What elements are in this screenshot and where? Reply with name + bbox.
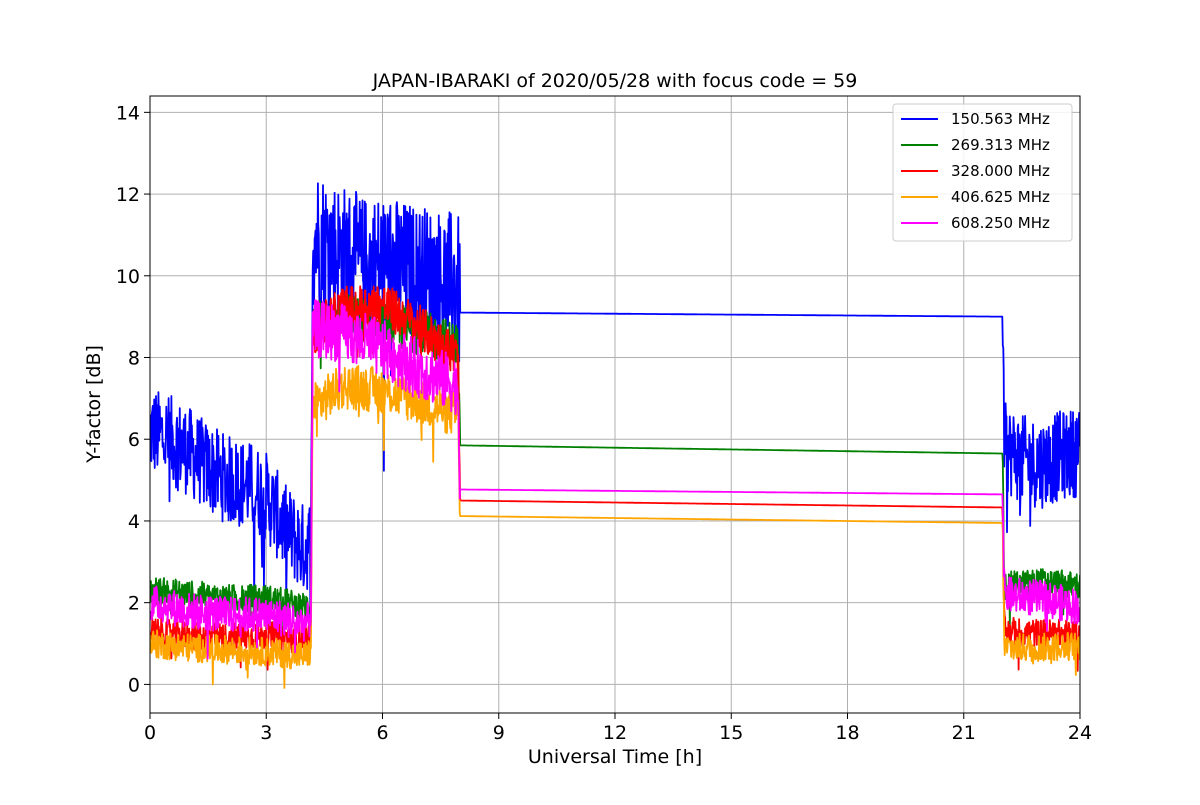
y-tick-label: 8 [128, 348, 140, 370]
y-tick-label: 14 [116, 102, 140, 124]
series-line-5 [150, 299, 1080, 660]
x-tick-label: 3 [260, 722, 272, 744]
x-tick-label: 12 [603, 722, 627, 744]
series-line-1 [150, 182, 1080, 640]
x-tick-label: 24 [1068, 722, 1092, 744]
series-layer [150, 182, 1080, 689]
y-tick-label: 12 [116, 184, 140, 206]
x-axis-label: Universal Time [h] [528, 746, 702, 768]
legend-label: 406.625 MHz [951, 188, 1050, 206]
x-tick-label: 18 [835, 722, 859, 744]
y-tick-label: 2 [128, 593, 140, 615]
legend: 150.563 MHz 269.313 MHz 328.000 MHz 406.625… [892, 103, 1073, 242]
legend-label: 150.563 MHz [951, 110, 1050, 128]
chart-title: JAPAN-IBARAKI of 2020/05/28 with focus c… [372, 70, 858, 92]
x-tick-label: 6 [376, 722, 388, 744]
y-axis-label: Y-factor [dB] [83, 345, 105, 464]
legend-label: 328.000 MHz [951, 162, 1050, 180]
x-tick-label: 21 [952, 722, 976, 744]
x-tick-label: 15 [719, 722, 743, 744]
series-line-4 [150, 365, 1080, 689]
legend-label: 608.250 MHz [951, 214, 1050, 232]
legend-label: 269.313 MHz [951, 136, 1050, 154]
x-tick-label: 0 [144, 722, 156, 744]
y-tick-label: 4 [128, 511, 140, 533]
y-tick-label: 6 [128, 429, 140, 451]
x-tick-label: 9 [493, 722, 505, 744]
series-line-2 [150, 294, 1080, 641]
y-tick-label: 10 [116, 266, 140, 288]
y-tick-label: 0 [128, 674, 140, 696]
legend-box [892, 103, 1073, 242]
